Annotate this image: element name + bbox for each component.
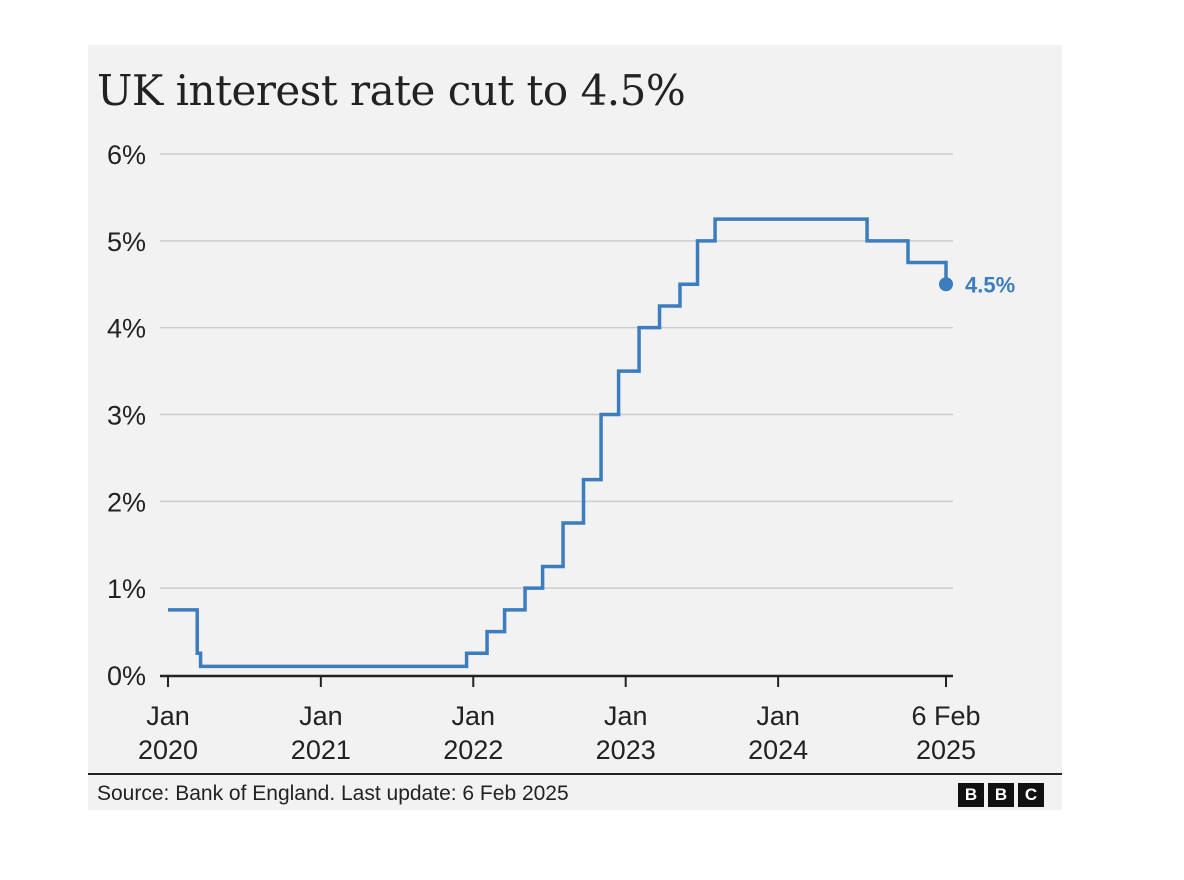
x-tick-label: Jan [756,701,800,731]
x-tick-year: 2025 [916,735,976,765]
source-divider [88,773,1062,775]
x-tick-label: Jan [299,701,343,731]
x-tick-year: 2022 [443,735,503,765]
y-tick-label: 6% [107,140,146,170]
y-tick-label: 0% [107,661,146,691]
bbc-logo-letter-1: B [958,783,984,807]
y-tick-label: 4% [107,314,146,344]
x-tick-label: Jan [146,701,190,731]
end-value-label: 4.5% [965,272,1015,297]
x-tick-year: 2023 [596,735,656,765]
x-tick-label: 6 Feb [911,701,980,731]
y-tick-label: 3% [107,401,146,431]
bbc-logo: B B C [958,783,1044,807]
end-point-marker [939,277,953,292]
source-note: Source: Bank of England. Last update: 6 … [97,782,569,805]
rate-step-line [168,217,948,669]
chart-title: UK interest rate cut to 4.5% [97,66,686,115]
bbc-logo-letter-2: B [988,783,1014,807]
x-tick-label: Jan [451,701,495,731]
y-tick-label: 2% [107,487,146,517]
x-tick-year: 2020 [138,735,198,765]
chart-panel [88,45,1062,810]
x-tick-year: 2021 [291,735,351,765]
y-tick-label: 5% [107,227,146,257]
x-tick-label: Jan [604,701,648,731]
y-tick-label: 1% [107,574,146,604]
bbc-logo-letter-3: C [1018,783,1044,807]
x-tick-year: 2024 [748,735,808,765]
